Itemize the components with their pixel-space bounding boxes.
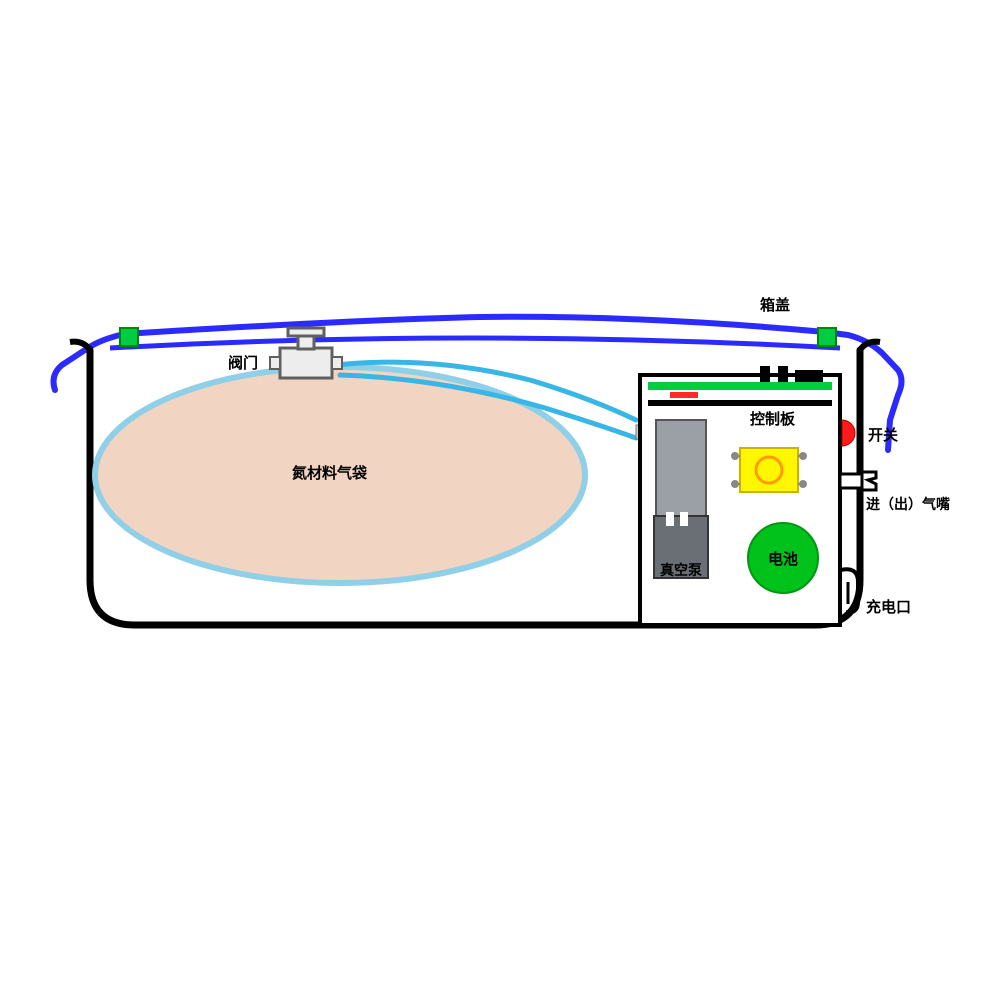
label-air-nozzle: 进（出）气嘴 [866,494,950,514]
label-control-panel: 控制板 [750,408,795,429]
label-vacuum-pump: 真空泵 [660,560,702,580]
label-airbag: 氮材料气袋 [292,462,367,483]
label-switch: 开关 [868,424,898,445]
valve [270,328,342,378]
hinge-left [120,328,138,346]
air-nozzle [840,472,876,490]
lid-inner [110,338,840,348]
vacuum-pump [654,420,708,578]
hinge-right [818,328,836,346]
switch-button [842,420,855,446]
control-chip [731,448,807,492]
label-lid: 箱盖 [760,294,790,315]
device-schematic [0,0,1000,1000]
label-charging-port: 充电口 [866,596,911,617]
label-valve: 阀门 [228,352,258,373]
label-battery: 电池 [768,548,798,569]
